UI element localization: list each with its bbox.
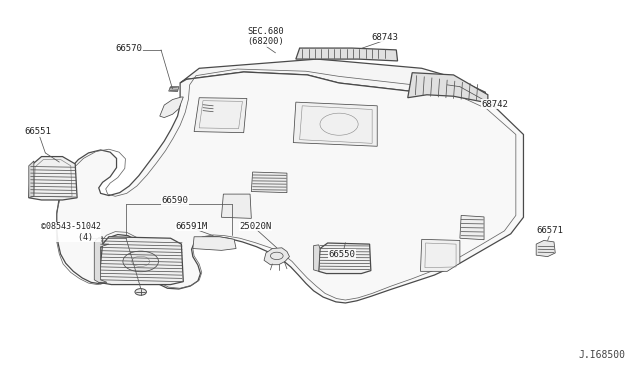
Text: SEC.680
(68200): SEC.680 (68200) bbox=[248, 27, 284, 46]
Polygon shape bbox=[29, 157, 77, 200]
Polygon shape bbox=[264, 248, 289, 265]
Polygon shape bbox=[536, 240, 556, 257]
Polygon shape bbox=[99, 237, 183, 285]
Text: ©08543-51042
      (4): ©08543-51042 (4) bbox=[41, 222, 100, 242]
Polygon shape bbox=[160, 97, 183, 118]
Polygon shape bbox=[94, 237, 109, 282]
Polygon shape bbox=[252, 172, 287, 193]
Polygon shape bbox=[193, 237, 236, 250]
Polygon shape bbox=[221, 194, 252, 218]
Polygon shape bbox=[194, 98, 247, 133]
Polygon shape bbox=[293, 102, 377, 146]
Polygon shape bbox=[57, 72, 524, 303]
Polygon shape bbox=[180, 59, 485, 98]
Text: 66551: 66551 bbox=[24, 127, 51, 136]
Polygon shape bbox=[319, 243, 371, 273]
Circle shape bbox=[123, 251, 159, 272]
Polygon shape bbox=[486, 102, 495, 108]
Text: 68742: 68742 bbox=[481, 100, 508, 109]
Polygon shape bbox=[296, 48, 397, 61]
Polygon shape bbox=[408, 73, 488, 103]
Text: 66550: 66550 bbox=[329, 250, 356, 259]
Polygon shape bbox=[169, 87, 179, 92]
Text: 66571: 66571 bbox=[537, 227, 564, 235]
Polygon shape bbox=[314, 245, 320, 271]
Circle shape bbox=[135, 289, 147, 295]
Polygon shape bbox=[29, 161, 34, 198]
Text: J.I68500: J.I68500 bbox=[578, 350, 625, 360]
Text: 68743: 68743 bbox=[371, 32, 398, 42]
Text: 66591M: 66591M bbox=[175, 222, 208, 231]
Text: 25020N: 25020N bbox=[239, 222, 271, 231]
Text: 66590: 66590 bbox=[161, 196, 188, 205]
Text: 66570: 66570 bbox=[116, 44, 143, 53]
Polygon shape bbox=[420, 239, 460, 271]
Polygon shape bbox=[460, 215, 484, 240]
